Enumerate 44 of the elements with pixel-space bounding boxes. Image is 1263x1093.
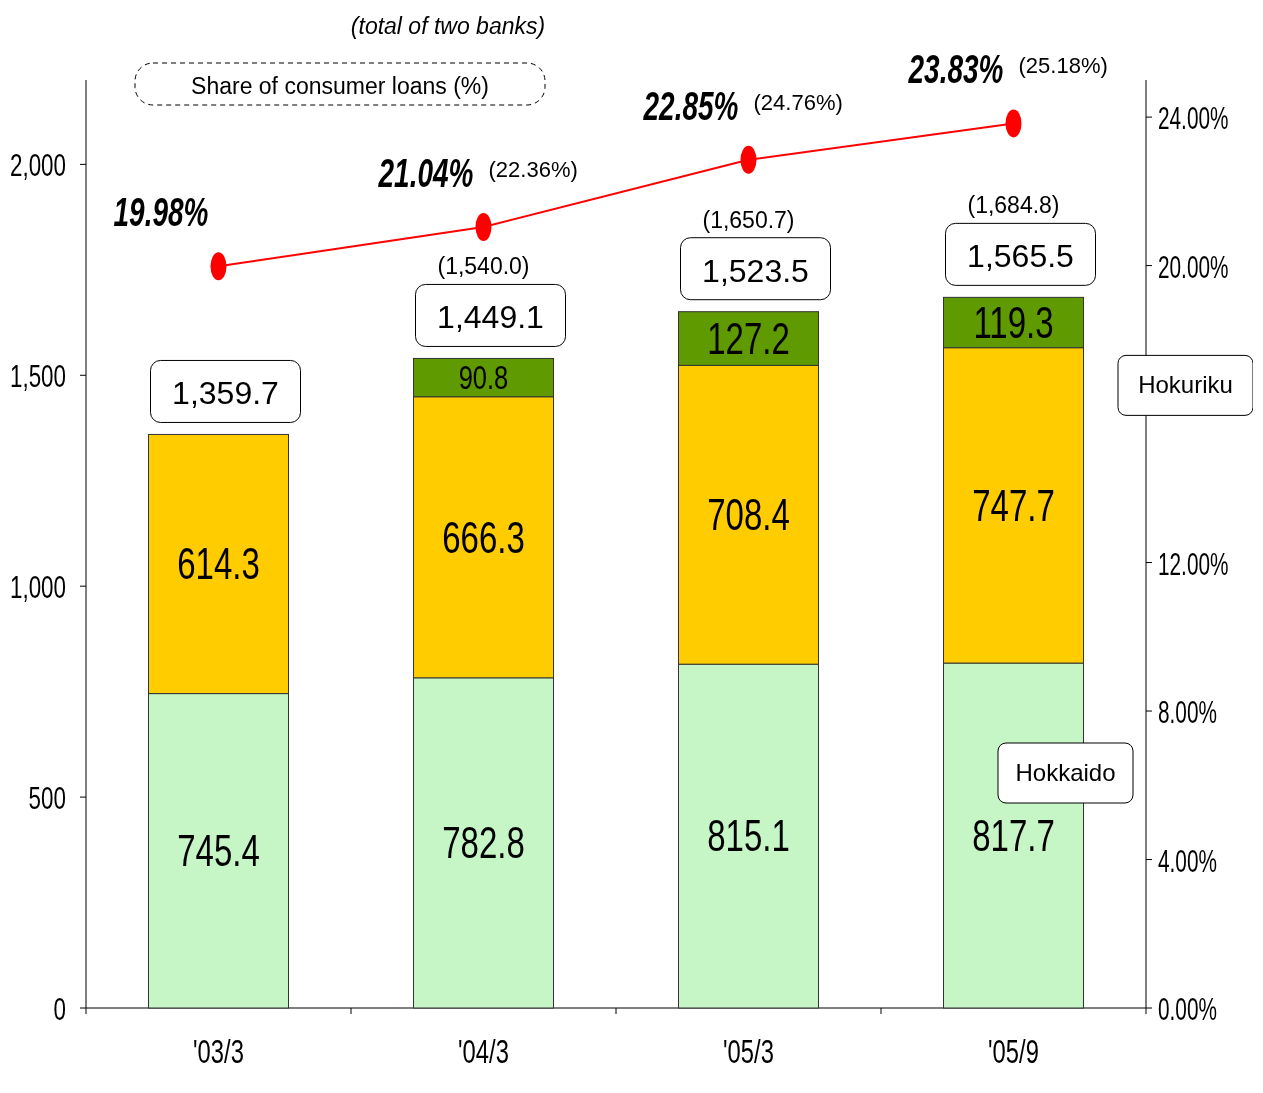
y2-tick-label: 4.00% <box>1158 843 1217 879</box>
x-tick-label: '03/3 <box>193 1031 244 1070</box>
data-label: 23.83% <box>907 47 1004 92</box>
x-tick-label: '04/3 <box>458 1031 509 1070</box>
y2-tick-label: 0.00% <box>1158 991 1217 1028</box>
data-label: 21.04% <box>377 151 474 196</box>
annotation: 1,523.5 <box>702 252 809 289</box>
data-label: 817.7 <box>972 811 1055 860</box>
annotation: (24.76%) <box>753 89 843 115</box>
data-label: 614.3 <box>177 539 260 589</box>
data-label: 119.3 <box>973 298 1054 347</box>
annotation: Share of consumer loans (%) <box>191 73 489 99</box>
y2-tick-label: 20.00% <box>1158 249 1229 285</box>
x-tick-label: '05/9 <box>988 1031 1039 1070</box>
data-label: 745.4 <box>177 826 260 876</box>
data-label: 22.85% <box>642 83 739 128</box>
data-label: 708.4 <box>707 490 790 540</box>
y-tick-label: 1,000 <box>9 569 66 606</box>
data-label: 19.98% <box>113 190 209 235</box>
y-tick-label: 0 <box>53 991 66 1027</box>
data-label: 90.8 <box>458 358 509 397</box>
text: (25.18%) <box>1018 53 1108 79</box>
text: (total of two banks) <box>350 13 546 39</box>
series-label: Hokkaido <box>1015 759 1116 786</box>
annotation: (1,684.8) <box>967 192 1060 219</box>
annotation: 1,565.5 <box>967 238 1074 275</box>
annotation: 1,449.1 <box>437 299 544 336</box>
data-label: 127.2 <box>707 314 790 363</box>
data-label: 747.7 <box>972 481 1055 530</box>
annotation: (1,540.0) <box>437 253 530 280</box>
y2-tick-label: 8.00% <box>1158 694 1217 731</box>
x-tick-label: '05/3 <box>723 1031 774 1070</box>
data-label: 815.1 <box>707 811 790 861</box>
annotation: (22.36%) <box>488 157 578 182</box>
annotation: 1,359.7 <box>172 375 279 412</box>
data-label: 782.8 <box>442 818 525 868</box>
y2-tick-label: 24.00% <box>1158 100 1229 137</box>
y-tick-label: 2,000 <box>9 147 66 184</box>
y2-tick-label: 12.00% <box>1158 546 1229 582</box>
data-label: 666.3 <box>442 512 525 562</box>
y-tick-label: 500 <box>28 780 66 817</box>
annotation: (1,650.7) <box>702 206 795 233</box>
text: Hokuriku <box>1138 371 1233 399</box>
y-tick-label: 1,500 <box>9 358 66 395</box>
